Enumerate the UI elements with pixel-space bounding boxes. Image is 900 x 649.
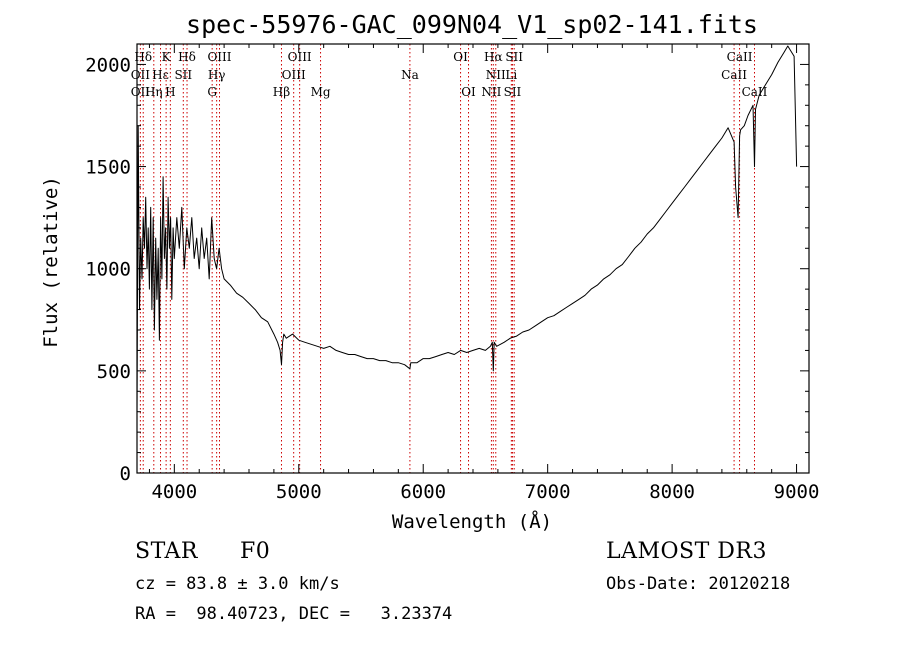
spectral-line-label: Hη bbox=[145, 85, 163, 99]
spectral-line-label: OIII bbox=[207, 50, 231, 64]
spectral-line-label: OII bbox=[131, 85, 151, 99]
spectrum-chart: spec-55976-GAC_099N04_V1_sp02-141.fits H… bbox=[40, 10, 820, 533]
spectral-line-label: OIII bbox=[282, 68, 306, 82]
plot-frame bbox=[136, 43, 810, 474]
observation-date: Obs-Date: 20120218 bbox=[606, 574, 791, 594]
spectral-line-label: CaII bbox=[721, 68, 747, 82]
spectral-line-label: Hγ bbox=[208, 68, 226, 82]
spectral-line-label: OII bbox=[131, 68, 151, 82]
spectral-line-label: NII bbox=[486, 68, 506, 82]
spectral-line-label: CaII bbox=[727, 50, 753, 64]
spectral-line-label: CaII bbox=[742, 85, 768, 99]
redshift-velocity: cz = 83.8 ± 3.0 km/s bbox=[135, 574, 340, 594]
y-axis-label: Flux (relative) bbox=[40, 176, 62, 348]
y-tick-label: 0 bbox=[120, 463, 131, 485]
spectral-line-label: OIII bbox=[288, 50, 312, 64]
spectral-line-label: Hδ bbox=[134, 50, 152, 64]
spectral-line-label: NII bbox=[481, 85, 501, 99]
x-tick-label: 9000 bbox=[774, 481, 820, 503]
flux-series-layer bbox=[136, 45, 798, 412]
y-tick-label: 500 bbox=[97, 361, 131, 383]
spectral-line-label: Hδ bbox=[178, 50, 196, 64]
spectral-line-label: Mg bbox=[311, 85, 331, 99]
x-tick-label: 6000 bbox=[400, 481, 446, 503]
y-tick-label: 1500 bbox=[85, 157, 131, 179]
spectral-line-label: OI bbox=[453, 50, 468, 64]
spectral-line-label: SII bbox=[504, 85, 522, 99]
spectral-line-label: Li bbox=[505, 68, 517, 82]
spectral-line-label: OI bbox=[461, 85, 476, 99]
spectral-line-label: Hε bbox=[152, 68, 169, 82]
spectral-line-label: Hβ bbox=[273, 85, 290, 99]
flux-series-line bbox=[136, 45, 798, 412]
coordinates: RA = 98.40723, DEC = 3.23374 bbox=[135, 604, 453, 624]
x-tick-label: 5000 bbox=[276, 481, 322, 503]
spectral-lines-layer bbox=[139, 44, 755, 473]
x-tick-label: 8000 bbox=[649, 481, 695, 503]
object-subclass: F0 bbox=[240, 539, 271, 564]
spectral-line-label: H bbox=[165, 85, 175, 99]
y-tick-label: 2000 bbox=[85, 54, 131, 76]
spectral-line-label: Na bbox=[401, 68, 419, 82]
x-axis-label: Wavelength (Å) bbox=[392, 510, 552, 533]
y-tick-label: 1000 bbox=[85, 259, 131, 281]
axis-ticks: 4000 5000 6000 7000 8000 9000 0 500 1000 1500 2000 bbox=[85, 43, 820, 503]
chart-title: spec-55976-GAC_099N04_V1_sp02-141.fits bbox=[186, 10, 758, 39]
spectral-line-label: SII bbox=[174, 68, 192, 82]
x-tick-label: 7000 bbox=[525, 481, 571, 503]
spectral-line-label: Hα bbox=[484, 50, 503, 64]
x-tick-label: 4000 bbox=[151, 481, 197, 503]
survey-name: LAMOST DR3 bbox=[606, 539, 767, 564]
spectral-line-label: SII bbox=[505, 50, 523, 64]
spectral-line-label: G bbox=[207, 85, 217, 99]
object-class: STAR bbox=[135, 539, 198, 564]
spectral-line-label: K bbox=[162, 50, 172, 64]
